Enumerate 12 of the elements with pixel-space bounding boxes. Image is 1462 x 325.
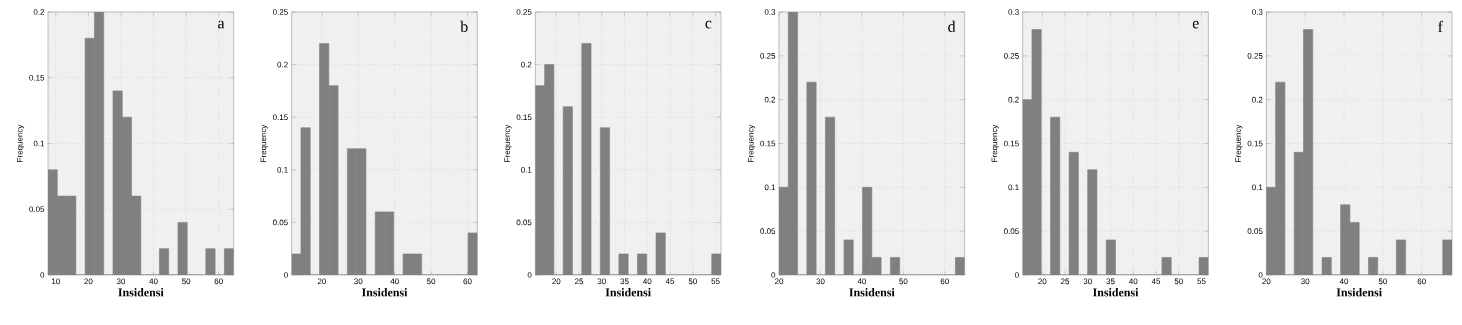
annotation: b [460, 20, 468, 32]
annotation: a [218, 20, 225, 29]
x-axis-title: Insidensi [1092, 288, 1139, 297]
x-axis-title: Insidensi [1336, 288, 1382, 297]
x-axis-title: Insidensi [118, 288, 164, 297]
annotation: d [948, 20, 956, 32]
x-axis-title: Insidensi [849, 288, 895, 297]
annotation: e [1192, 20, 1199, 29]
x-axis-title: Insidensi [605, 288, 651, 297]
x-axis-title: Insidensi [361, 288, 408, 297]
annotation: f [1438, 20, 1443, 32]
annotation: c [705, 20, 712, 29]
